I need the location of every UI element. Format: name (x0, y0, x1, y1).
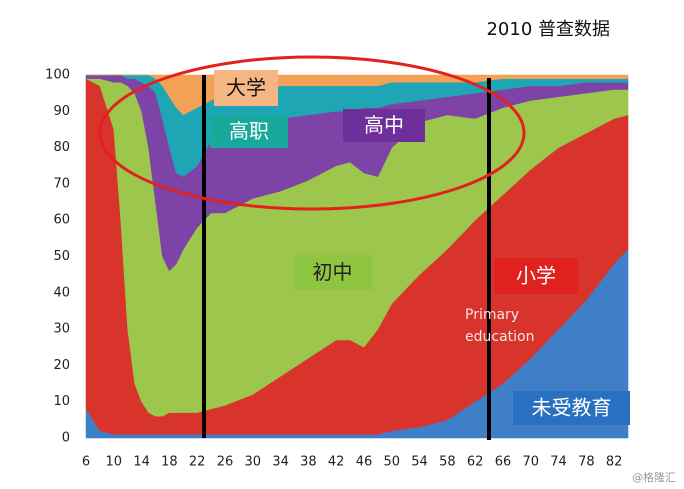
x-tick-label: 58 (439, 455, 456, 470)
annotation: education (465, 329, 534, 345)
label-box (494, 258, 578, 294)
y-tick-label: 0 (62, 431, 70, 446)
x-tick-label: 62 (467, 455, 484, 470)
series-label: 大学 (226, 76, 266, 100)
highlight-ellipse (98, 55, 526, 211)
y-tick-label: 60 (53, 213, 70, 228)
y-tick-label: 50 (53, 249, 70, 264)
x-tick-label: 82 (606, 455, 623, 470)
labels: 未受教育 小学 初中 高中 高职 大学 Primary education (210, 70, 630, 425)
decoration (98, 55, 526, 440)
x-tick-label: 78 (578, 455, 595, 470)
x-tick-label: 54 (411, 455, 428, 470)
y-tick-label: 30 (53, 322, 70, 337)
series-label: 未受教育 (532, 396, 612, 420)
label-box (343, 109, 425, 142)
x-tick-label: 50 (383, 455, 400, 470)
y-tick-label: 20 (53, 358, 70, 373)
y-tick-label: 90 (53, 104, 70, 119)
watermark: @格隆汇 (632, 470, 676, 484)
x-tick-label: 22 (189, 455, 206, 470)
x-tick-label: 46 (356, 455, 373, 470)
y-tick-label: 100 (45, 68, 70, 83)
x-tick-label: 38 (300, 455, 317, 470)
x-tick-label: 30 (245, 455, 262, 470)
label-box (293, 255, 372, 290)
y-tick-label: 40 (53, 285, 70, 300)
x-tick-label: 42 (328, 455, 345, 470)
label-box (214, 70, 278, 106)
x-tick-label: 66 (495, 455, 512, 470)
chart-title: 2010 普查数据 (486, 19, 610, 40)
series-label: 高职 (229, 119, 269, 143)
y-tick-label: 80 (53, 140, 70, 155)
label-box (513, 391, 630, 425)
x-tick-label: 34 (272, 455, 289, 470)
series-label: 初中 (313, 260, 353, 284)
y-tick-label: 70 (53, 176, 70, 191)
x-tick-label: 14 (133, 455, 150, 470)
x-tick-label: 18 (161, 455, 178, 470)
x-tick-label: 6 (82, 455, 90, 470)
label-box (210, 115, 288, 148)
x-tick-label: 26 (217, 455, 234, 470)
x-tick-label: 74 (550, 455, 567, 470)
x-tick-label: 10 (106, 455, 123, 470)
annotation: Primary (465, 307, 519, 323)
y-tick-label: 10 (53, 394, 70, 409)
series-label: 小学 (516, 264, 556, 288)
series-label: 高中 (364, 113, 404, 137)
x-tick-label: 70 (522, 455, 539, 470)
